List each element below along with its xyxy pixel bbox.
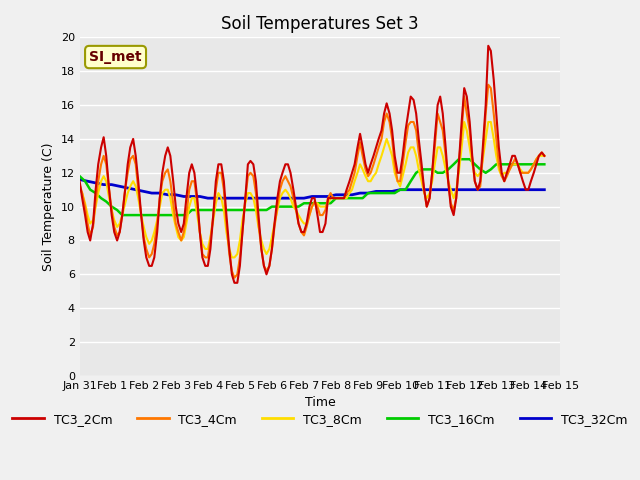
TC3_8Cm — [76, 187, 83, 192]
Title: Soil Temperatures Set 3: Soil Temperatures Set 3 — [221, 15, 419, 33]
TC3_8Cm — [113, 224, 121, 230]
TC3_2Cm — [209, 212, 217, 218]
TC3_32Cm — [204, 195, 212, 201]
TC3_32Cm — [324, 193, 332, 199]
TC3_16Cm — [354, 195, 362, 201]
TC3_2Cm — [76, 179, 83, 184]
TC3_8Cm — [423, 195, 431, 201]
Line: TC3_8Cm: TC3_8Cm — [79, 122, 545, 257]
Line: TC3_2Cm: TC3_2Cm — [79, 46, 545, 283]
TC3_16Cm — [76, 173, 83, 179]
TC3_32Cm — [420, 187, 428, 192]
TC3_8Cm — [228, 254, 236, 260]
Legend: TC3_2Cm, TC3_4Cm, TC3_8Cm, TC3_16Cm, TC3_32Cm: TC3_2Cm, TC3_4Cm, TC3_8Cm, TC3_16Cm, TC3… — [8, 408, 632, 431]
TC3_4Cm — [383, 110, 390, 116]
TC3_2Cm — [471, 179, 479, 184]
TC3_16Cm — [214, 207, 222, 213]
TC3_2Cm — [423, 204, 431, 209]
Line: TC3_16Cm: TC3_16Cm — [79, 159, 545, 215]
TC3_8Cm — [460, 119, 468, 125]
Text: SI_met: SI_met — [89, 50, 142, 64]
TC3_32Cm — [148, 190, 156, 196]
TC3_16Cm — [541, 161, 548, 167]
TC3_32Cm — [76, 177, 83, 182]
TC3_8Cm — [541, 153, 548, 159]
TC3_4Cm — [423, 204, 431, 209]
TC3_2Cm — [541, 153, 548, 159]
TC3_2Cm — [383, 100, 390, 106]
Line: TC3_32Cm: TC3_32Cm — [79, 180, 545, 198]
TC3_16Cm — [444, 167, 452, 172]
TC3_4Cm — [471, 179, 479, 184]
Line: TC3_4Cm: TC3_4Cm — [79, 85, 545, 278]
TC3_16Cm — [209, 207, 217, 213]
TC3_2Cm — [113, 238, 121, 243]
TC3_4Cm — [230, 275, 238, 281]
TC3_8Cm — [209, 217, 217, 223]
TC3_4Cm — [209, 212, 217, 218]
TC3_4Cm — [484, 82, 492, 88]
TC3_2Cm — [241, 195, 249, 201]
TC3_32Cm — [124, 185, 132, 191]
TC3_2Cm — [484, 43, 492, 48]
TC3_32Cm — [541, 187, 548, 192]
TC3_32Cm — [92, 180, 99, 186]
TC3_8Cm — [383, 136, 390, 142]
TC3_4Cm — [113, 232, 121, 238]
TC3_32Cm — [196, 193, 204, 199]
TC3_8Cm — [241, 200, 249, 206]
Y-axis label: Soil Temperature (C): Soil Temperature (C) — [42, 143, 55, 271]
TC3_4Cm — [541, 153, 548, 159]
TC3_8Cm — [474, 173, 481, 179]
X-axis label: Time: Time — [305, 396, 335, 409]
TC3_2Cm — [230, 280, 238, 286]
TC3_4Cm — [76, 182, 83, 188]
TC3_4Cm — [241, 195, 249, 201]
TC3_16Cm — [118, 212, 126, 218]
TC3_16Cm — [310, 200, 318, 206]
TC3_16Cm — [86, 187, 94, 192]
TC3_16Cm — [455, 156, 463, 162]
